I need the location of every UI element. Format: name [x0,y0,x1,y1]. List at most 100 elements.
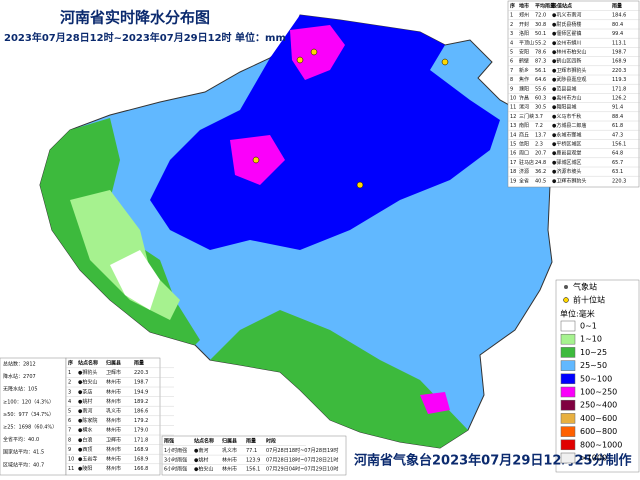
cell: 50.1 [535,31,546,37]
cell: 林州市 [106,398,121,405]
cell: ●卫辉市狮豹头 [552,67,586,74]
top-station [252,156,260,164]
cell: ●狮豹头 [78,369,97,376]
cell: ●茶店 [78,388,92,395]
cell: 168.9 [134,457,148,463]
cell: ●姚村 [194,456,208,463]
stat: ≥25：1698（60.4%） [3,425,57,431]
top-station [310,48,318,56]
cell: 7 [510,68,513,74]
cell: 184.6 [612,13,626,19]
cell: 10 [510,96,516,102]
intensity-table-frame [161,435,347,476]
cell: 15 [510,142,516,148]
cell: 171.8 [134,437,148,443]
cell: 87.3 [535,59,546,65]
column-header: 归属县 [106,360,121,367]
cell: 林州市 [106,379,121,386]
legend-label: 800~1000 [580,440,622,449]
cell: 220.3 [134,370,148,376]
cell: 卫辉市 [106,436,121,443]
column-header: 站点名称 [78,360,98,367]
cell: 5 [510,50,513,56]
cell: ●西顶 [78,447,92,453]
cell: 3小时雨强 [164,456,187,463]
cell: 80.4 [612,22,623,28]
cell: ●鹿邑县观堂 [552,150,581,157]
legend-station: 气象站 [573,282,597,292]
cell: 72.0 [535,13,546,19]
legend-label: 600~800 [580,427,617,436]
cell: 1 [68,370,71,376]
cell: ●舞阳县城 [552,104,576,111]
cell: 63.1 [612,169,623,175]
cell: 119.3 [612,77,626,83]
cell: ●柏尖山 [78,379,97,386]
cell: ●范县县城 [552,85,576,92]
cell: 焦作 [519,76,529,83]
cell: 8 [510,77,513,83]
cell: ●禹州市方山 [552,95,581,102]
cell: ●横水 [78,427,92,434]
legend-swatch [560,347,576,358]
cell: ●卫辉市狮豹头 [552,177,586,184]
cell: 林州市 [106,456,121,463]
cell: 64.6 [535,77,546,83]
cell: 开封 [519,21,529,28]
cell: 168.9 [612,59,626,65]
cell: 3.7 [535,114,543,120]
stat: 区域站平均：40.7 [3,461,44,468]
cell: 林州市 [106,417,121,424]
legend-label: 250~400 [580,401,617,410]
cell: 179.2 [134,418,148,424]
legend-label: >1000 [580,454,607,463]
cell: 漯河 [519,104,529,111]
cell: 鹤壁 [519,58,529,65]
cell: 171.8 [612,86,626,92]
cell: ●汝州市蟒川 [552,39,581,46]
cell: ●五岩寺 [78,456,97,463]
cell: 17 [510,160,516,166]
cell: 7.2 [535,123,543,129]
cell: ●南河 [194,447,208,454]
cell: 07月29日04时~07月29日10时 [266,466,338,473]
column-header: 雨量 [612,3,622,10]
legend-label: 1~10 [580,335,602,344]
cell: 220.3 [612,68,626,74]
cell: 55.6 [535,86,546,92]
area-50-100 [150,15,500,250]
legend-top-ten: 前十位站 [573,295,605,305]
cell: 186.6 [134,409,148,415]
cell: 11 [68,466,74,472]
cell: 61.8 [612,123,623,129]
city-table-frame [507,0,640,188]
cell: 13.7 [535,132,546,138]
cell: 88.4 [612,114,623,120]
station-symbol [564,285,568,289]
cell: 6 [68,418,71,424]
cell: ●方城县二郎庙 [552,122,586,129]
cell: 198.7 [134,380,148,386]
cell: 1 [510,13,513,19]
stats-frame [0,357,67,476]
cell: ●南河 [78,408,92,415]
cell: 巩义市 [222,447,237,454]
cell: 156.1 [612,142,626,148]
top-station [296,56,304,64]
cell: 168.9 [134,447,148,453]
cell: 林州市 [222,456,237,463]
map [39,14,553,449]
cell: 36.2 [535,169,546,175]
cell: 07月28日18时~07月28日21时 [266,456,338,463]
cell: 林州市 [106,465,121,472]
column-header: 站点名称 [194,438,214,445]
cell: 林州市 [106,446,121,453]
cell: 24.8 [535,160,546,166]
cell: 1小时雨强 [164,447,187,454]
legend-swatch [560,360,576,371]
cell: 6 [510,59,513,65]
cell: 林州市 [106,427,121,434]
cell: 64.8 [612,151,623,157]
cell: 20.7 [535,151,546,157]
